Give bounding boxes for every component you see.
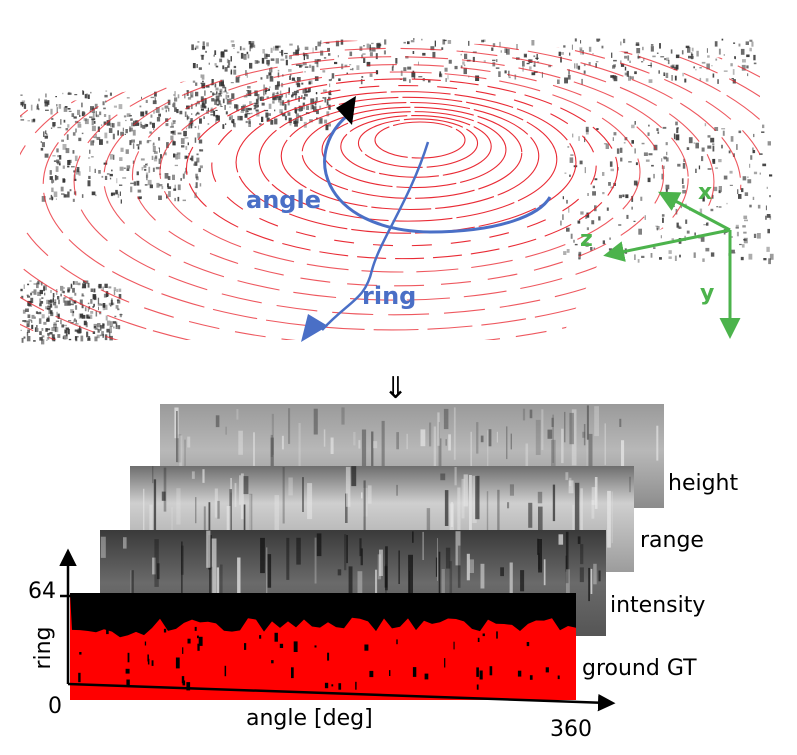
- y-axis-max-label: 64: [28, 579, 56, 604]
- transform-arrow-icon: ⇓: [383, 371, 408, 406]
- y-axis-title: ring: [31, 626, 56, 669]
- layer-label-ground-gt: ground GT: [582, 656, 697, 681]
- layer-label-range: range: [640, 528, 704, 553]
- axis-z-label: z: [580, 227, 593, 252]
- point-cloud: [20, 38, 774, 345]
- layer-label-height: height: [668, 471, 738, 496]
- y-axis-min-label: 0: [48, 694, 62, 719]
- layer-ground-gt: [70, 593, 576, 700]
- image-axes: [59, 548, 616, 712]
- x-axis-max-label: 360: [550, 717, 592, 742]
- angle-arrowhead-icon: [336, 96, 356, 125]
- x-axis-title: angle [deg]: [246, 706, 373, 731]
- ring-ray: [321, 141, 430, 331]
- angle-label: angle: [246, 186, 321, 214]
- layer-label-intensity: intensity: [610, 593, 705, 618]
- coordinate-axes: [603, 191, 741, 339]
- angle-arc: [323, 110, 552, 234]
- ring-arrowhead-icon: [301, 314, 328, 342]
- ring-label: ring: [362, 282, 416, 310]
- axis-y-label: y: [700, 281, 714, 306]
- axis-x-label: x: [698, 180, 712, 205]
